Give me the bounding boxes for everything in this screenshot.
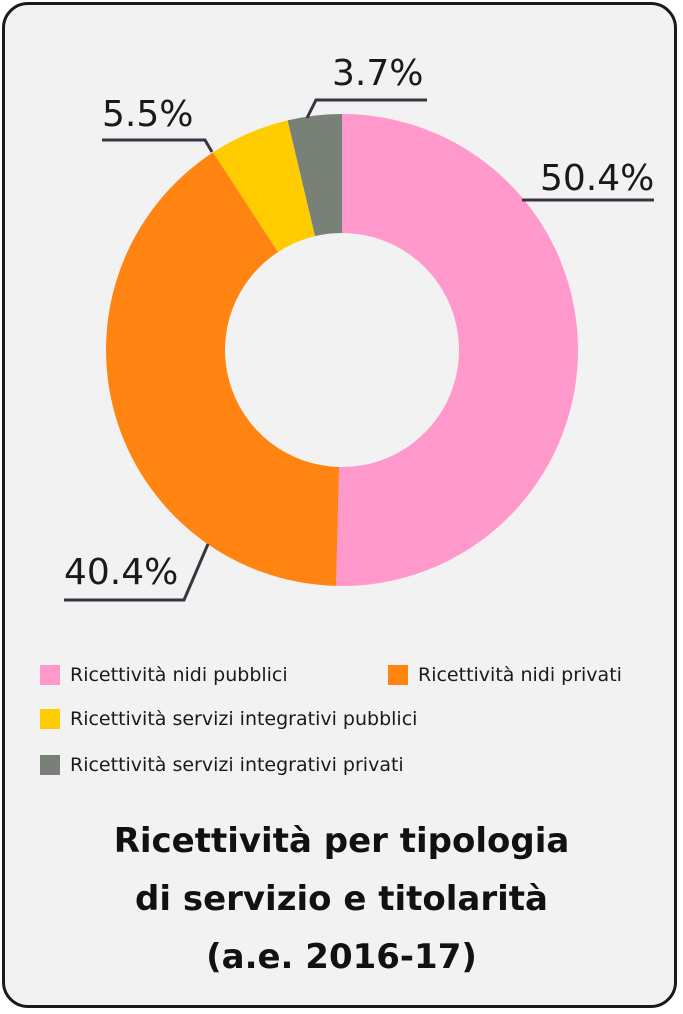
slice-integrativi-privati (287, 114, 342, 237)
slice-nidi-pubblici (336, 114, 578, 586)
legend-item-nidi-privati: Ricettività nidi privati (388, 660, 622, 690)
legend-label: Ricettività servizi integrativi privati (70, 754, 404, 776)
legend-swatch (40, 709, 60, 729)
leader-nidi-privati (64, 543, 210, 602)
data-labels: 50.4% 40.4% 5.5% 3.7% (64, 53, 654, 593)
leader-lines (64, 98, 654, 602)
legend-item-integrativi-privati: Ricettività servizi integrativi privati (40, 750, 404, 780)
data-label-nidi-privati: 40.4% (64, 552, 178, 593)
legend-label: Ricettività servizi integrativi pubblici (70, 708, 418, 730)
legend-label: Ricettività nidi pubblici (70, 664, 288, 686)
legend-item-nidi-pubblici: Ricettività nidi pubblici (40, 660, 288, 690)
leader-integrativi-pubblici (102, 138, 214, 153)
data-label-nidi-pubblici: 50.4% (540, 158, 654, 199)
legend-item-integrativi-pubblici: Ricettività servizi integrativi pubblici (40, 704, 417, 734)
legend-swatch (388, 665, 408, 685)
chart-title-line-3: (a.e. 2016-17) (206, 937, 477, 977)
chart-title-line-2: di servizio e titolarità (135, 879, 548, 919)
legend-swatch (40, 755, 60, 775)
leader-integrativi-privati (305, 98, 427, 119)
legend-swatch (40, 665, 60, 685)
data-label-integrativi-privati: 3.7% (332, 53, 423, 94)
data-label-integrativi-pubblici: 5.5% (102, 94, 193, 135)
chart-title-line-1: Ricettività per tipologia (113, 821, 570, 861)
donut-slices (105, 114, 578, 586)
slice-integrativi-pubblici (213, 120, 316, 253)
slice-nidi-privati (105, 152, 340, 586)
legend-label: Ricettività nidi privati (418, 664, 622, 686)
chart-title: Ricettività per tipologia di servizio e … (0, 812, 683, 986)
